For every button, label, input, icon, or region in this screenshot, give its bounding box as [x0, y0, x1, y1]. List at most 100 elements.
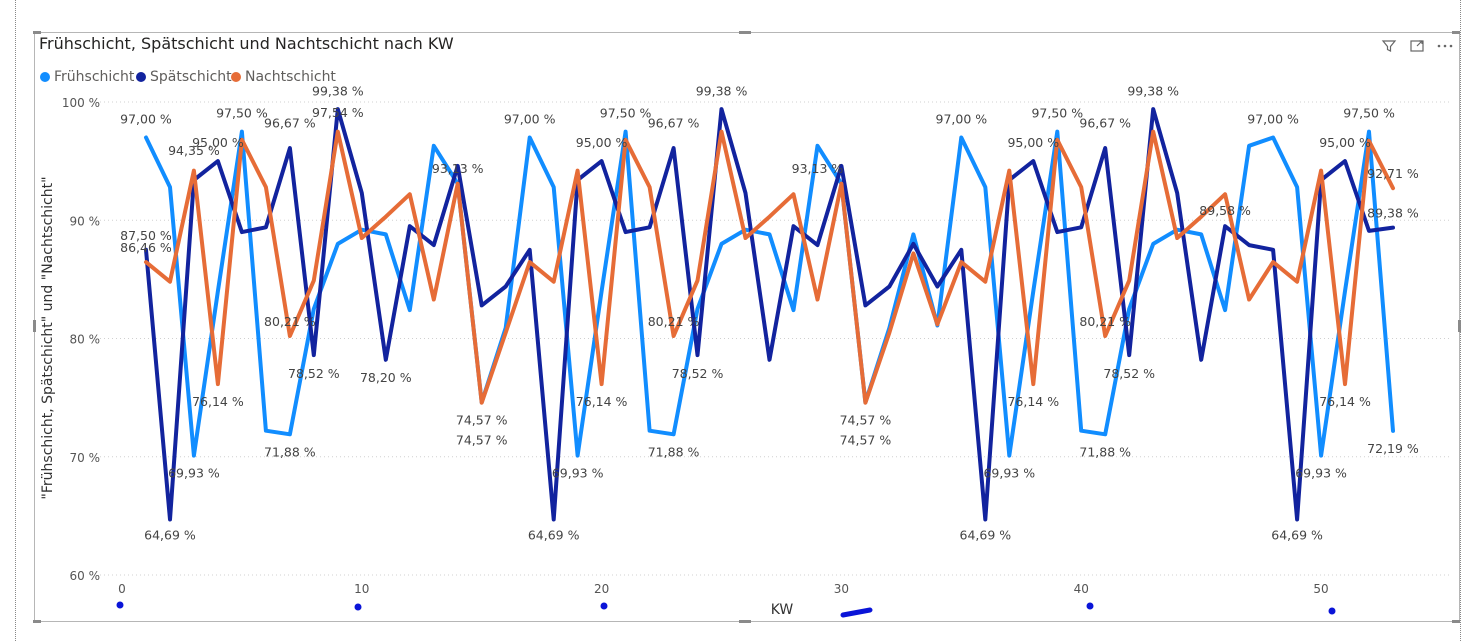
data-label: 96,67 % — [1079, 115, 1131, 130]
data-label: 69,93 % — [1295, 466, 1347, 481]
data-label: 97,00 % — [1247, 111, 1299, 126]
data-label: 89,58 % — [1199, 203, 1251, 218]
data-label: 64,69 % — [960, 528, 1012, 543]
data-label: 92,71 % — [1367, 166, 1419, 181]
data-label: 97,50 % — [1343, 106, 1395, 121]
series-line-nachtschicht[interactable] — [144, 129, 1395, 405]
data-label: 97,50 % — [600, 106, 652, 121]
data-label: 94,35 % — [168, 143, 220, 158]
x-axis-title: KW — [771, 602, 794, 618]
x-tick-label: 0 — [118, 582, 126, 596]
data-label: 99,38 % — [696, 83, 748, 98]
data-label: 74,57 % — [840, 433, 892, 448]
data-label: 69,93 % — [168, 466, 220, 481]
legend-label: Nachtschicht — [245, 69, 336, 85]
data-label: 80,21 % — [264, 314, 316, 329]
data-label: 80,21 % — [1079, 314, 1131, 329]
data-label: 64,69 % — [144, 528, 196, 543]
data-label: 64,69 % — [528, 528, 580, 543]
data-label: 99,38 % — [1127, 83, 1179, 98]
data-label: 95,00 % — [1319, 135, 1371, 150]
data-label: 76,14 % — [576, 394, 628, 409]
data-label: 71,88 % — [264, 445, 316, 460]
resize-handle-right[interactable] — [1458, 320, 1461, 332]
legend-label: Spätschicht — [150, 69, 232, 85]
x-tick-label: 40 — [1074, 582, 1089, 596]
legend-item-fruehschicht[interactable]: Frühschicht — [40, 68, 134, 86]
legend-item-spaetschicht[interactable]: Spätschicht — [136, 68, 232, 86]
legend-marker — [40, 72, 50, 82]
data-label: 78,52 % — [288, 366, 340, 381]
y-tick-label: 70 % — [70, 451, 101, 465]
x-tick-label: 20 — [594, 582, 609, 596]
resize-handle-top-right[interactable] — [1452, 31, 1460, 34]
data-label: 97,54 % — [312, 105, 364, 120]
y-tick-label: 100 % — [62, 96, 100, 110]
data-label: 95,00 % — [1007, 135, 1059, 150]
data-label: 89,38 % — [1367, 206, 1419, 221]
data-label: 76,14 % — [1319, 394, 1371, 409]
data-label: 97,50 % — [216, 106, 268, 121]
data-label: 96,67 % — [264, 115, 316, 130]
data-label: 96,67 % — [648, 115, 700, 130]
data-label: 97,00 % — [936, 111, 988, 126]
data-label: 74,57 % — [456, 413, 508, 428]
y-tick-label: 80 % — [70, 333, 101, 347]
data-label: 71,88 % — [1079, 445, 1131, 460]
data-label: 99,38 % — [312, 83, 364, 98]
y-axis-title: "Frühschicht, Spätschicht" und "Nachtsch… — [40, 176, 56, 499]
resize-handle-left[interactable] — [33, 320, 36, 332]
data-label: 93,13 % — [792, 161, 844, 176]
more-options-icon[interactable] — [1436, 38, 1453, 54]
resize-handle-bottom[interactable] — [739, 620, 751, 623]
legend-label: Frühschicht — [54, 69, 135, 85]
data-label: 87,50 % — [120, 228, 172, 243]
annotation-dot — [116, 601, 124, 609]
data-label: 69,93 % — [552, 466, 604, 481]
annotation-dot — [1086, 602, 1094, 610]
data-label: 76,14 % — [1007, 394, 1059, 409]
annotation-stroke — [840, 607, 873, 618]
data-label: 95,00 % — [576, 135, 628, 150]
legend-item-nachtschicht[interactable]: Nachtschicht — [231, 68, 336, 86]
data-label: 78,52 % — [672, 366, 724, 381]
data-label: 74,57 % — [456, 433, 508, 448]
visual-container[interactable] — [34, 32, 1460, 622]
y-tick-label: 60 % — [70, 569, 101, 583]
annotation-dot — [354, 603, 362, 611]
resize-handle-bottom-left[interactable] — [33, 620, 41, 623]
data-label: 78,52 % — [1103, 366, 1155, 381]
data-label: 69,93 % — [983, 466, 1035, 481]
legend-marker — [231, 72, 241, 82]
data-label: 76,14 % — [192, 394, 244, 409]
chart-title: Frühschicht, Spätschicht und Nachtschich… — [39, 34, 454, 53]
data-label: 78,20 % — [360, 370, 412, 385]
annotation-dot — [600, 602, 608, 610]
resize-handle-top[interactable] — [739, 31, 751, 34]
data-label: 97,00 % — [504, 111, 556, 126]
series-line-frühschicht[interactable] — [144, 129, 1395, 458]
annotation-dot — [1328, 607, 1336, 615]
focus-mode-icon[interactable] — [1409, 38, 1425, 54]
data-label: 71,88 % — [648, 445, 700, 460]
data-label: 64,69 % — [1271, 528, 1323, 543]
data-label: 95,00 % — [192, 135, 244, 150]
resize-handle-bottom-right[interactable] — [1452, 620, 1460, 623]
resize-handle-top-left[interactable] — [33, 31, 41, 34]
data-label: 80,21 % — [648, 314, 700, 329]
y-tick-label: 90 % — [70, 214, 101, 228]
series-line-spätschicht[interactable] — [144, 107, 1395, 522]
data-label: 97,00 % — [120, 111, 172, 126]
data-label: 97,50 % — [1031, 106, 1083, 121]
x-tick-label: 50 — [1313, 582, 1328, 596]
legend-marker — [136, 72, 146, 82]
x-tick-label: 30 — [834, 582, 849, 596]
data-label: 72,19 % — [1367, 441, 1419, 456]
data-label: 74,57 % — [840, 413, 892, 428]
x-tick-label: 10 — [354, 582, 369, 596]
canvas-border-left — [15, 0, 16, 641]
filter-icon[interactable] — [1381, 38, 1397, 54]
data-label: 93,13 % — [432, 161, 484, 176]
data-label: 86,46 % — [120, 240, 172, 255]
